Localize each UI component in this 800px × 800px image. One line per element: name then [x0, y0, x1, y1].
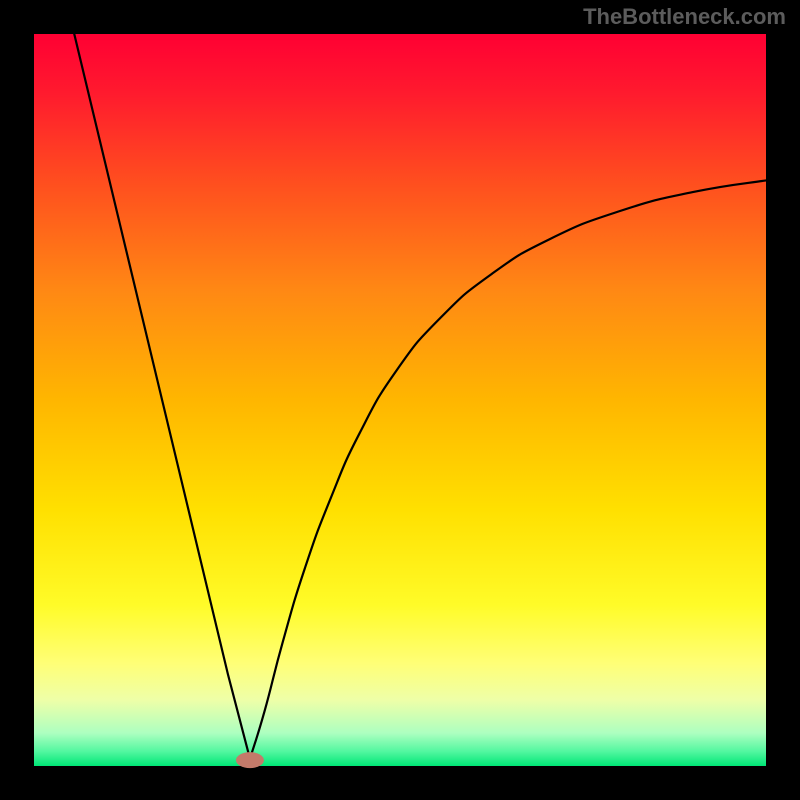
min-marker	[236, 752, 264, 768]
plot-area	[34, 34, 766, 766]
watermark-text: TheBottleneck.com	[583, 4, 786, 29]
chart-root: TheBottleneck.com	[0, 0, 800, 800]
